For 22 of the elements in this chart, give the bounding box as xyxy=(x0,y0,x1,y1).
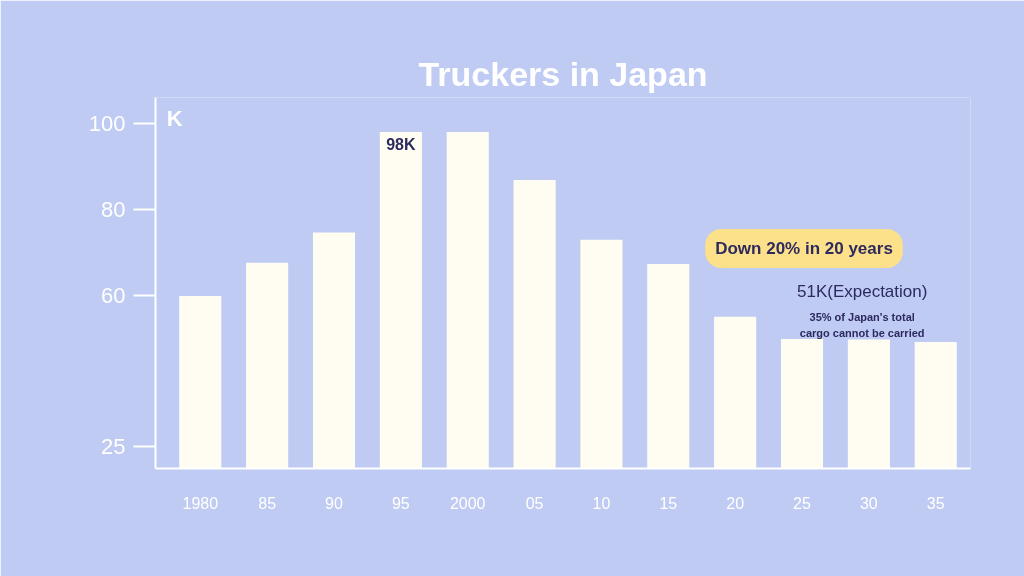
x-tick-label: 85 xyxy=(258,494,277,512)
x-tick-label: 95 xyxy=(391,494,410,512)
y-tick-label: 25 xyxy=(101,434,126,460)
annotation: 35% of Japan's total cargo cannot be carried xyxy=(799,311,925,339)
x-tick-label: 2000 xyxy=(449,494,486,512)
x-tick-label: 10 xyxy=(592,494,611,512)
x-tick-label: 30 xyxy=(859,494,878,512)
x-tick-label: 25 xyxy=(793,494,812,512)
y-tick-label: 60 xyxy=(101,283,126,309)
annotation: Down 20% in 20 years xyxy=(715,238,893,258)
x-tick-label: 1980 xyxy=(182,494,219,512)
annotation: 51K(Expectation) xyxy=(796,282,928,302)
x-tick-label: 90 xyxy=(325,494,344,512)
y-axis-title: K xyxy=(166,106,183,132)
x-tick-label: 05 xyxy=(525,494,544,512)
annotation: 98K xyxy=(386,136,416,154)
chart-title: Truckers in Japan xyxy=(418,54,708,93)
y-tick-label: 100 xyxy=(88,110,126,136)
x-tick-label: 20 xyxy=(726,494,745,512)
x-tick-label: 35 xyxy=(926,494,945,512)
y-tick-label: 80 xyxy=(101,197,126,223)
x-tick-label: 15 xyxy=(659,494,678,512)
